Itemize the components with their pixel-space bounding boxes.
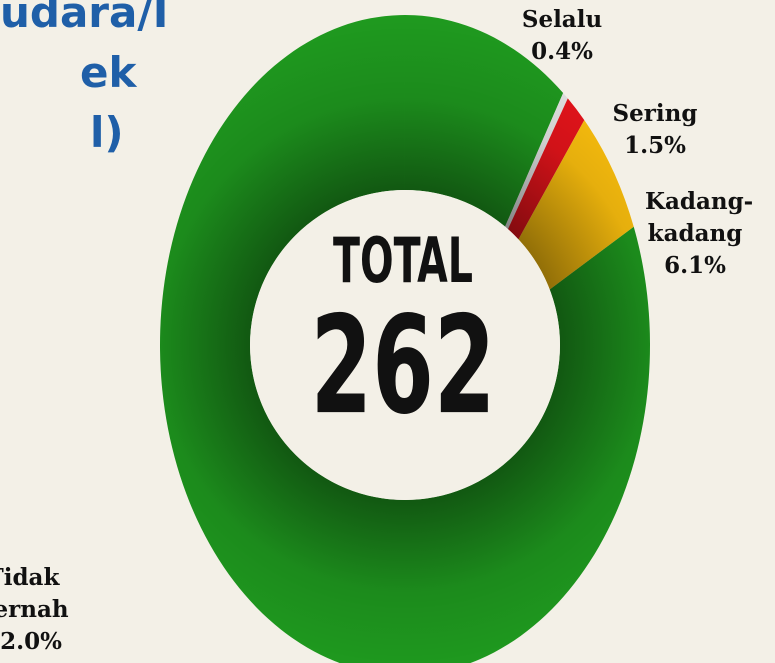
center-total: 262 — [311, 287, 496, 444]
label-value: 1.5% — [624, 132, 686, 159]
title-line: ek — [80, 48, 137, 97]
slice-label: Selalu 0.4% — [507, 4, 617, 68]
donut-hole — [250, 190, 560, 500]
slice-label: Kadang-kadang 6.1% — [645, 186, 754, 282]
label-category: Selalu — [521, 6, 603, 33]
slice-label: Sering 1.5% — [600, 98, 710, 162]
label-category: Kadang-kadang — [645, 188, 754, 247]
slice-label: Tidak pernah 92.0% — [0, 562, 78, 658]
label-value: 6.1% — [664, 252, 726, 279]
label-value: 92.0% — [0, 628, 62, 655]
label-value: 0.4% — [531, 38, 593, 65]
title-line: l) — [90, 108, 124, 157]
title-line: udara/I — [0, 0, 169, 37]
label-category: Sering — [612, 100, 698, 127]
center-label: TOTAL — [333, 224, 473, 297]
label-category: Tidak pernah — [0, 564, 69, 623]
